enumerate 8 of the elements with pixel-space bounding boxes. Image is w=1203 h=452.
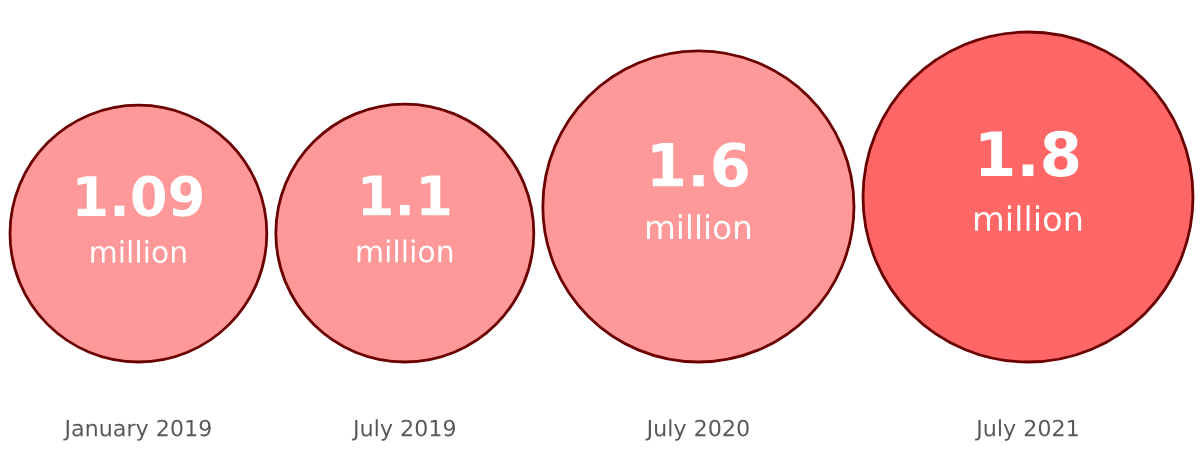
category-label: July 2021 xyxy=(975,419,1078,441)
category-label: January 2019 xyxy=(63,419,211,441)
category-label: July 2019 xyxy=(351,419,456,441)
data-label: 1.8 million xyxy=(975,130,1082,232)
category-label: July 2020 xyxy=(645,419,749,441)
data-label: 1.09 million xyxy=(77,175,202,264)
data-label: 1.6 million xyxy=(646,142,751,240)
data-label: 1.1 million xyxy=(357,175,453,263)
